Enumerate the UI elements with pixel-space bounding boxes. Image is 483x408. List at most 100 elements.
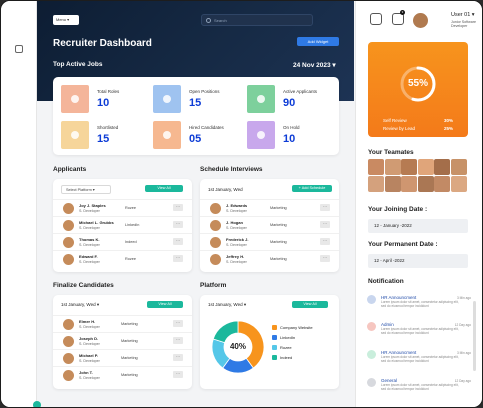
legend-item: LinkedIn — [272, 335, 336, 345]
platform-view-all-button[interactable]: View All — [292, 301, 328, 308]
finalize-date-selector[interactable]: 1st January, Wed ▾ — [61, 302, 100, 307]
page-title: Recruiter Dashboard — [53, 38, 152, 49]
platform-select-label: Select Platform — [66, 188, 92, 192]
stat-open-positions[interactable]: Open Positions 15 — [153, 85, 233, 113]
legend-label: Company Website — [280, 325, 313, 330]
notification-item[interactable]: General Lorem ipsum dolor sit amet, conse… — [367, 376, 471, 396]
table-row[interactable]: John T. S. Developer Marketing ··· — [53, 366, 192, 383]
stat-total-roles[interactable]: Total Roles 10 — [61, 85, 141, 113]
table-row[interactable]: Michael L. Grubbs S. Developer LinkedIn ··· — [53, 216, 192, 233]
notification-time: 3 Min ago — [457, 296, 471, 300]
row-status: Marketing — [121, 322, 138, 326]
more-icon[interactable]: ··· — [320, 204, 330, 211]
teammate-avatar[interactable] — [417, 159, 434, 175]
notifications-scrollbar[interactable] — [473, 301, 476, 371]
date-selector[interactable]: 24 Nov 2023 ▾ — [293, 62, 336, 69]
row-name: J. Hogan — [226, 220, 243, 225]
bell-icon[interactable] — [392, 13, 404, 25]
row-name: Thomas K. — [79, 237, 100, 242]
stat-shortlisted[interactable]: Shortlisted 15 — [61, 121, 141, 149]
avatar[interactable] — [413, 13, 428, 28]
more-icon[interactable]: ··· — [173, 238, 183, 245]
table-row[interactable]: J. Edwards S. Developer Marketing ··· — [200, 199, 339, 216]
teammate-avatar[interactable] — [368, 176, 384, 192]
avatar — [210, 254, 221, 265]
teammate-avatar[interactable] — [368, 159, 384, 175]
table-row[interactable]: Edward F. S. Developer Rozee ··· — [53, 250, 192, 267]
table-row[interactable]: Michael P. S. Developer Marketing ··· — [53, 349, 192, 366]
add-widget-button[interactable]: Add Widget — [297, 37, 339, 46]
platform-date-selector[interactable]: 1st January, Wed ▾ — [208, 302, 247, 307]
table-row[interactable]: Jeffrey H. S. Developer Marketing ··· — [200, 250, 339, 267]
teammate-avatar[interactable] — [450, 176, 467, 192]
search-input[interactable]: Search — [201, 14, 313, 26]
notification-time: 12 Day ago — [454, 379, 471, 383]
avatar — [210, 237, 221, 248]
menu-dropdown[interactable]: Menu ▾ — [53, 15, 79, 25]
teammate-avatar[interactable] — [450, 159, 467, 175]
notification-time: 12 Day ago — [454, 323, 471, 327]
table-row[interactable]: Joseph D. S. Developer Marketing ··· — [53, 332, 192, 349]
lead-review-label: Review by Lead — [383, 126, 416, 131]
teammate-avatar[interactable] — [417, 176, 434, 192]
stat-active-applicants[interactable]: Active Applicants 90 — [247, 85, 327, 113]
row-status: Marketing — [270, 206, 287, 210]
stat-icon — [153, 85, 181, 113]
chat-icon[interactable] — [370, 13, 382, 25]
teammate-avatar[interactable] — [401, 176, 417, 192]
grid-icon[interactable] — [15, 45, 23, 53]
table-row[interactable]: J. Hogan S. Developer Marketing ··· — [200, 216, 339, 233]
teammate-avatar[interactable] — [434, 159, 450, 175]
more-icon[interactable]: ··· — [173, 320, 183, 327]
row-status: Indeed — [125, 240, 137, 244]
user-menu[interactable]: User 01 ▾ — [451, 12, 475, 18]
row-name: Joseph D. — [79, 336, 99, 341]
row-role: S. Developer — [79, 325, 100, 329]
more-icon[interactable]: ··· — [173, 371, 183, 378]
notification-item[interactable]: HR Announcment Lorem ipsum dolor sit amet… — [367, 293, 471, 313]
finalize-view-all-button[interactable]: View All — [147, 301, 183, 308]
notification-item[interactable]: Admin Lorem ipsum dolor sit amet, consect… — [367, 320, 471, 340]
applicants-view-all-button[interactable]: View All — [145, 185, 183, 192]
avatar — [210, 220, 221, 231]
teammate-avatar[interactable] — [434, 176, 450, 192]
more-icon[interactable]: ··· — [173, 204, 183, 211]
section-title-active-jobs: Top Active Jobs — [53, 61, 103, 68]
user-name: User 01 — [451, 12, 471, 18]
team-heading: Your Teamates — [368, 149, 414, 156]
table-row[interactable]: Frederick J. S. Developer Marketing ··· — [200, 233, 339, 250]
platform-select[interactable]: Select Platform ▾ — [61, 185, 111, 194]
more-icon[interactable]: ··· — [173, 337, 183, 344]
avatar — [63, 203, 74, 214]
notification-icon — [367, 378, 376, 387]
teammate-avatar[interactable] — [401, 159, 417, 175]
add-schedule-button[interactable]: + Add Schedule — [292, 185, 332, 192]
more-icon[interactable]: ··· — [320, 221, 330, 228]
stat-hired-candidates[interactable]: Hired Candidates 05 — [153, 121, 233, 149]
legend-swatch — [272, 355, 277, 360]
notification-item[interactable]: HR Announcment Lorem ipsum dolor sit amet… — [367, 348, 471, 368]
more-icon[interactable]: ··· — [173, 354, 183, 361]
joining-date-field: 12 - January -2022 — [368, 219, 468, 233]
teammate-avatar[interactable] — [384, 159, 401, 175]
avatar — [210, 203, 221, 214]
more-icon[interactable]: ··· — [173, 221, 183, 228]
row-role: S. Developer — [79, 209, 100, 213]
table-row[interactable]: Thomas K. S. Developer Indeed ··· — [53, 233, 192, 250]
teammate-avatar[interactable] — [384, 176, 401, 192]
notification-message: Lorem ipsum dolor sit amet, consectetur … — [381, 383, 459, 391]
more-icon[interactable]: ··· — [320, 255, 330, 262]
finalize-date: 1st January, Wed — [61, 302, 96, 307]
stat-on-hold[interactable]: On Hold 10 — [247, 121, 327, 149]
more-icon[interactable]: ··· — [320, 238, 330, 245]
joining-heading: Your Joining Date : — [368, 206, 428, 213]
avatar — [63, 353, 74, 364]
row-status: Rozee — [125, 206, 136, 210]
platform-date: 1st January, Wed — [208, 302, 243, 307]
interviews-date: 1st January, Wed — [208, 187, 243, 192]
permanent-date-field: 12 - April -2022 — [368, 254, 468, 268]
table-row[interactable]: Elmer H. S. Developer Marketing ··· — [53, 315, 192, 332]
row-role: S. Developer — [79, 260, 100, 264]
more-icon[interactable]: ··· — [173, 255, 183, 262]
table-row[interactable]: Joy J. Staples S. Developer Rozee ··· — [53, 199, 192, 216]
